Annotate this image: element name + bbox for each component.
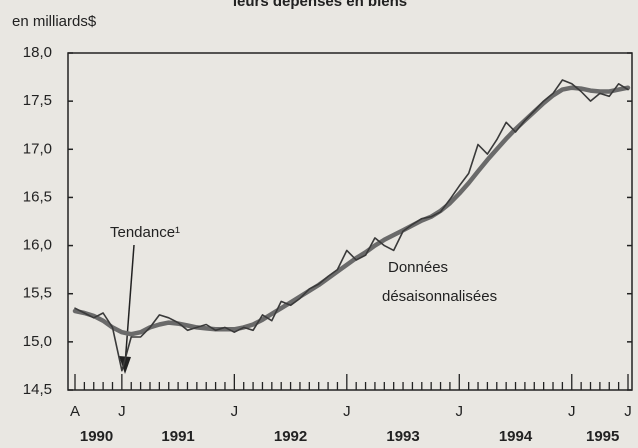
y-tick-label: 15,0	[23, 333, 52, 350]
y-tick-label: 16,5	[23, 188, 52, 205]
year-label: 1991	[161, 428, 194, 445]
year-label: 1993	[386, 428, 419, 445]
year-label: 1992	[274, 428, 307, 445]
x-tick-label: J	[118, 403, 126, 420]
chart-title: leurs dépenses en biens	[233, 0, 407, 10]
y-tick-label: 16,0	[23, 237, 52, 254]
x-tick-label: J	[231, 403, 239, 420]
year-label: 1994	[499, 428, 533, 445]
plot-frame	[67, 52, 633, 391]
series-line	[74, 79, 629, 372]
annotation-arrow	[124, 244, 135, 366]
x-tick-label: J	[624, 403, 632, 420]
x-tick-label: J	[456, 403, 464, 420]
y-axis-label: en milliards$	[12, 13, 97, 30]
y-tick-label: 17,0	[23, 140, 52, 157]
y-tick-label: 17,5	[23, 92, 52, 109]
annotation: désaisonnalisées	[382, 288, 497, 305]
year-label: 1995	[586, 428, 619, 445]
y-tick-label: 14,5	[23, 381, 52, 398]
annotation: Données	[388, 259, 448, 276]
year-label: 1990	[80, 428, 113, 445]
x-tick-label: A	[70, 403, 80, 420]
annotation: Tendance¹	[110, 224, 180, 241]
x-tick-label: J	[568, 403, 576, 420]
x-tick-label: J	[343, 403, 351, 420]
annotation-arrowhead	[119, 356, 131, 374]
y-tick-label: 18,0	[23, 44, 52, 61]
y-tick-label: 15,5	[23, 285, 52, 302]
